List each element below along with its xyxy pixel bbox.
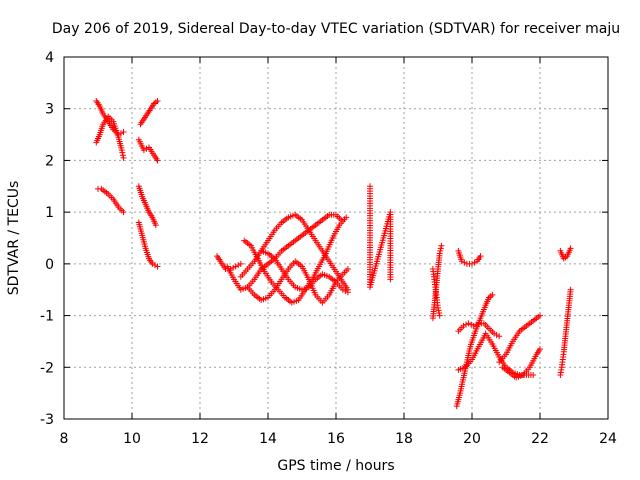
data-point [232,263,239,270]
data-point [461,259,468,266]
data-point [496,333,503,340]
x-tick-labels: 8 10 12 14 16 18 20 22 24 [60,431,617,447]
data-point [154,157,161,164]
data-point [344,266,351,273]
x-tick-label: 8 [60,431,69,447]
data-point [438,242,445,249]
data-point [436,312,443,319]
data-point [119,149,126,156]
data-point [471,259,478,266]
x-tick-label: 16 [327,431,345,447]
data-point [493,331,500,338]
data-point [458,258,465,265]
y-tick-label: -1 [40,309,54,325]
chart-title: Day 206 of 2019, Sidereal Day-to-day VTE… [52,21,620,37]
axis-ticks [63,56,609,420]
x-tick-label: 12 [191,431,209,447]
data-point [477,253,484,260]
data-point [237,260,244,267]
y-tick-label: 2 [45,153,54,169]
data-point [387,276,394,283]
data-point [154,97,161,104]
data-point [342,288,349,295]
data-points [93,97,574,410]
x-tick-label: 24 [599,431,617,447]
data-point [567,286,574,293]
x-tick-label: 10 [123,431,141,447]
data-point [436,309,443,316]
data-point [489,291,496,298]
y-tick-label: 4 [45,50,54,66]
data-point [491,330,498,337]
data-point [473,321,480,328]
data-point [468,321,475,328]
x-tick-label: 22 [531,431,549,447]
data-point [140,147,147,154]
x-tick-label: 14 [259,431,277,447]
data-point [230,264,237,271]
data-point [537,346,543,353]
data-point [149,260,156,267]
y-tick-label: 0 [45,257,54,273]
x-axis-label: GPS time / hours [277,458,394,474]
data-point [235,262,242,269]
y-tick-label: 3 [45,102,54,118]
data-point [436,250,443,257]
data-point [567,245,574,252]
data-point [437,245,444,252]
data-point [154,263,161,270]
data-point [152,222,159,229]
x-tick-label: 20 [463,431,481,447]
data-point [537,312,543,319]
data-point [118,147,125,154]
data-point [339,286,346,293]
data-point [117,130,124,137]
data-point [469,260,475,267]
data-point [120,128,127,135]
y-tick-label: 1 [45,205,54,221]
data-point [120,154,127,161]
data-point [143,145,150,152]
data-point [435,304,441,311]
y-axis-label: SDTVAR / TECUs [6,181,22,296]
data-point [465,320,472,327]
data-point [470,322,477,329]
data-point [435,307,442,314]
data-point [343,214,350,221]
data-point [344,289,351,296]
data-point [120,209,127,216]
data-point [119,152,126,159]
data-point [460,322,467,329]
y-tick-label: -3 [40,412,54,428]
data-point [151,262,158,269]
data-point [530,372,537,379]
y-tick-labels: -3 -2 -1 0 1 2 3 4 [40,50,54,428]
data-point [437,247,444,254]
y-tick-label: -2 [40,360,54,376]
x-tick-label: 18 [395,431,413,447]
data-point [463,321,470,328]
